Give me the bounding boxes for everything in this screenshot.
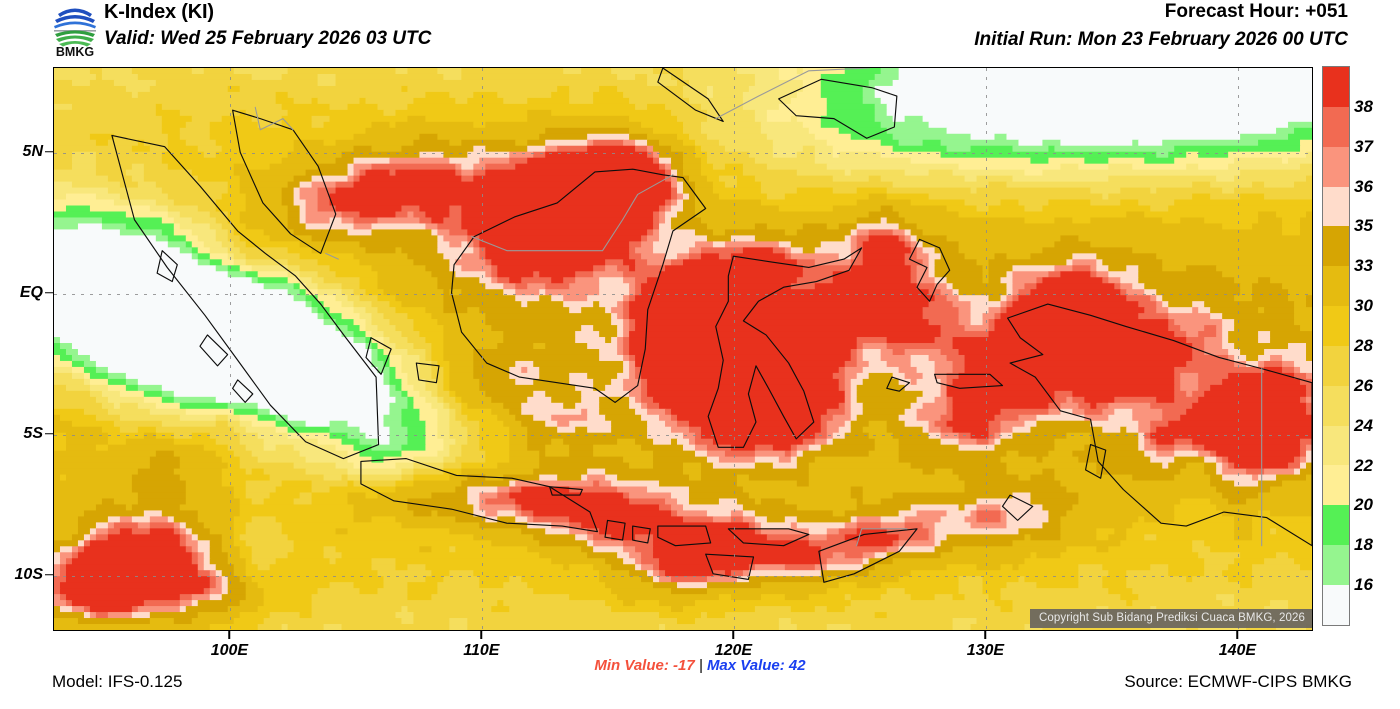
colorbar-tick-label: 36 — [1354, 176, 1373, 196]
colorbar[interactable] — [1322, 66, 1350, 626]
y-axis: 5N EQ 5S 10S — [0, 67, 53, 631]
x-axis-tick — [480, 631, 483, 639]
colorbar-band — [1323, 106, 1349, 147]
y-axis-tick — [45, 291, 53, 294]
colorbar-band — [1323, 425, 1349, 466]
k-index-contour-field — [54, 68, 1312, 630]
y-axis-tick-label: EQ — [19, 283, 43, 301]
colorbar-tick-label: 38 — [1354, 96, 1373, 116]
model-label: Model: IFS-0.125 — [52, 672, 183, 691]
colorbar-tick-label: 37 — [1354, 136, 1373, 156]
initial-run-label: Initial Run: Mon 23 February 2026 00 UTC — [974, 29, 1348, 50]
min-value-label: Min Value: -17 — [594, 657, 695, 674]
bmkg-logo: BMKG — [46, 2, 104, 58]
colorbar-band — [1323, 266, 1349, 307]
x-axis-tick-label: 120E — [714, 642, 753, 659]
x-axis-tick — [984, 631, 987, 639]
max-value-label: Max Value: 42 — [706, 657, 806, 674]
colorbar-band — [1323, 306, 1349, 346]
colorbar-tick-label: 22 — [1354, 455, 1373, 475]
y-axis-tick — [45, 150, 53, 153]
svg-text:BMKG: BMKG — [56, 45, 94, 58]
x-axis-tick-label: 110E — [463, 642, 500, 659]
x-axis-tick — [732, 631, 735, 639]
copyright-watermark: Copyright Sub Bidang Prediksi Cuaca BMKG… — [1029, 609, 1312, 628]
y-axis-tick-label: 10S — [14, 565, 43, 583]
colorbar-band — [1323, 505, 1349, 546]
colorbar-band — [1323, 146, 1349, 187]
colorbar-band — [1323, 186, 1349, 227]
x-axis-tick — [228, 631, 231, 639]
forecast-hour-label: Forecast Hour: +051 — [1164, 1, 1348, 22]
y-axis-tick — [45, 573, 53, 576]
colorbar-tick-label: 20 — [1354, 495, 1373, 515]
minmax-separator: | — [698, 657, 703, 674]
colorbar-band — [1323, 67, 1349, 107]
x-axis-tick-label: 100E — [210, 642, 249, 659]
min-max-value-label: Min Value: -17 | Max Value: 42 — [0, 657, 1400, 674]
colorbar-tick-label: 16 — [1354, 575, 1373, 595]
colorbar-tick-label: 35 — [1354, 216, 1373, 236]
colorbar-band — [1323, 465, 1349, 506]
colorbar-band — [1323, 226, 1349, 267]
x-axis: 100E 110E 120E 130E 140E — [53, 631, 1313, 665]
header: BMKG K-Index (KI) Valid: Wed 25 February… — [0, 0, 1400, 60]
y-axis-tick-label: 5N — [22, 142, 43, 160]
colorbar-tick-label: 24 — [1354, 415, 1373, 435]
x-axis-tick — [1236, 631, 1239, 639]
colorbar-tick-label: 33 — [1354, 256, 1373, 276]
valid-time-label: Valid: Wed 25 February 2026 03 UTC — [104, 28, 432, 49]
page-title: K-Index (KI) — [104, 1, 214, 23]
y-axis-tick — [45, 432, 53, 435]
colorbar-band — [1323, 385, 1349, 426]
source-label: Source: ECMWF-CIPS BMKG — [1124, 672, 1352, 691]
colorbar-tick-label: 28 — [1354, 336, 1373, 355]
x-axis-tick-label: 130E — [966, 642, 1005, 659]
colorbar-band — [1323, 584, 1349, 625]
colorbar-labels: 38 37 36 35 33 30 28 26 24 22 20 18 16 — [1354, 66, 1400, 626]
x-axis-tick-label: 140E — [1218, 642, 1257, 659]
map-plot[interactable]: Copyright Sub Bidang Prediksi Cuaca BMKG… — [53, 67, 1313, 631]
y-axis-tick-label: 5S — [23, 424, 43, 442]
colorbar-tick-label: 18 — [1354, 535, 1373, 555]
colorbar-tick-label: 30 — [1354, 296, 1373, 316]
colorbar-band — [1323, 545, 1349, 585]
colorbar-tick-label: 26 — [1354, 375, 1373, 395]
colorbar-band — [1323, 345, 1349, 386]
